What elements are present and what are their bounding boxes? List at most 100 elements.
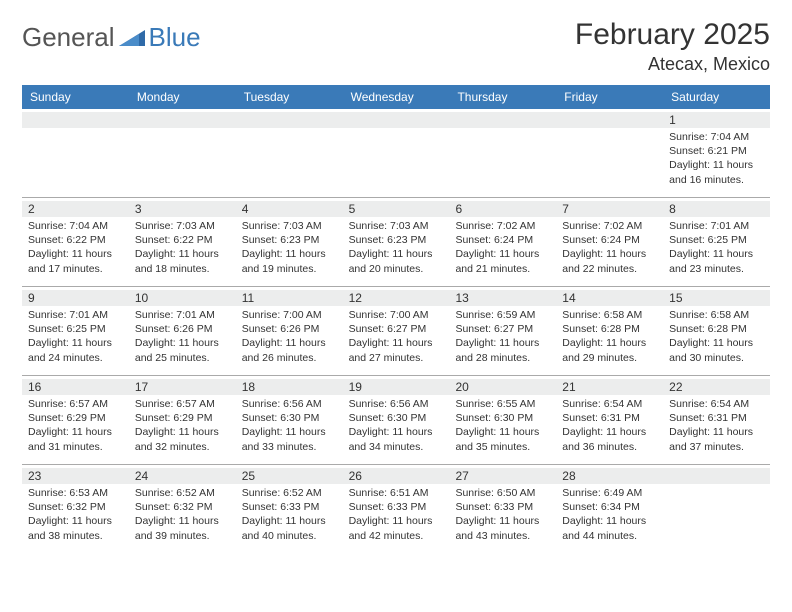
day-info-dl: Daylight: 11 hours and 43 minutes. — [455, 514, 550, 542]
day-info-sr: Sunrise: 7:04 AM — [669, 130, 764, 144]
day-number-row: 18 — [236, 379, 343, 395]
day-info: Sunrise: 6:52 AMSunset: 6:33 PMDaylight:… — [242, 486, 337, 543]
day-info-dl: Daylight: 11 hours and 32 minutes. — [135, 425, 230, 453]
calendar-day — [236, 109, 343, 197]
day-info: Sunrise: 6:54 AMSunset: 6:31 PMDaylight:… — [562, 397, 657, 454]
day-info-ss: Sunset: 6:25 PM — [28, 322, 123, 336]
calendar-week: 16Sunrise: 6:57 AMSunset: 6:29 PMDayligh… — [22, 375, 770, 464]
weekday-header: Monday — [129, 85, 236, 109]
day-info-ss: Sunset: 6:30 PM — [455, 411, 550, 425]
day-info: Sunrise: 7:00 AMSunset: 6:26 PMDaylight:… — [242, 308, 337, 365]
day-number: 25 — [242, 469, 337, 483]
calendar-day: 19Sunrise: 6:56 AMSunset: 6:30 PMDayligh… — [343, 376, 450, 464]
day-info-sr: Sunrise: 7:03 AM — [135, 219, 230, 233]
day-info: Sunrise: 6:55 AMSunset: 6:30 PMDaylight:… — [455, 397, 550, 454]
calendar-day: 18 Sunrise: 6:56 AMSunset: 6:30 PMDayligh… — [236, 376, 343, 464]
day-info-sr: Sunrise: 6:49 AM — [562, 486, 657, 500]
day-number-row — [236, 112, 343, 128]
calendar-week: 2Sunrise: 7:04 AMSunset: 6:22 PMDaylight… — [22, 197, 770, 286]
calendar-day — [556, 109, 663, 197]
day-info-dl: Daylight: 11 hours and 24 minutes. — [28, 336, 123, 364]
calendar-day: 3 Sunrise: 7:03 AMSunset: 6:22 PMDaylight… — [129, 198, 236, 286]
calendar-day: 6Sunrise: 7:02 AMSunset: 6:24 PMDaylight… — [449, 198, 556, 286]
day-number: 9 — [28, 291, 123, 305]
day-info: Sunrise: 6:54 AMSunset: 6:31 PMDaylight:… — [669, 397, 764, 454]
calendar-day: 27Sunrise: 6:50 AMSunset: 6:33 PMDayligh… — [449, 465, 556, 553]
day-info: Sunrise: 6:49 AMSunset: 6:34 PMDaylight:… — [562, 486, 657, 543]
day-info-dl: Daylight: 11 hours and 31 minutes. — [28, 425, 123, 453]
calendar-day: 2 Sunrise: 7:04 AMSunset: 6:22 PMDaylight… — [22, 198, 129, 286]
day-number-row: 23 — [22, 468, 129, 484]
day-info-dl: Daylight: 11 hours and 36 minutes. — [562, 425, 657, 453]
day-info-ss: Sunset: 6:33 PM — [349, 500, 444, 514]
day-info-dl: Daylight: 11 hours and 34 minutes. — [349, 425, 444, 453]
day-info-ss: Sunset: 6:34 PM — [562, 500, 657, 514]
calendar-day — [22, 109, 129, 197]
day-info-ss: Sunset: 6:29 PM — [135, 411, 230, 425]
header: General Blue February 2025 Atecax, Mexic… — [22, 18, 770, 75]
calendar-day: 17Sunrise: 6:57 AMSunset: 6:29 PMDayligh… — [129, 376, 236, 464]
calendar-day: 25 Sunrise: 6:52 AMSunset: 6:33 PMDayligh… — [236, 465, 343, 553]
day-number: 24 — [135, 469, 230, 483]
calendar-grid: Sunday Monday Tuesday Wednesday Thursday… — [22, 85, 770, 553]
day-info-ss: Sunset: 6:33 PM — [455, 500, 550, 514]
day-info-dl: Daylight: 11 hours and 17 minutes. — [28, 247, 123, 275]
day-info-sr: Sunrise: 7:04 AM — [28, 219, 123, 233]
day-number-row — [556, 112, 663, 128]
day-number-row — [343, 112, 450, 128]
calendar-week: 23Sunrise: 6:53 AMSunset: 6:32 PMDayligh… — [22, 464, 770, 553]
calendar-day — [343, 109, 450, 197]
day-info-sr: Sunrise: 7:01 AM — [669, 219, 764, 233]
day-number-row: 21 — [556, 379, 663, 395]
day-info-dl: Daylight: 11 hours and 27 minutes. — [349, 336, 444, 364]
day-info-ss: Sunset: 6:31 PM — [562, 411, 657, 425]
day-info-sr: Sunrise: 7:01 AM — [135, 308, 230, 322]
day-info-ss: Sunset: 6:23 PM — [242, 233, 337, 247]
day-number-row: 2 — [22, 201, 129, 217]
day-number-row: 3 — [129, 201, 236, 217]
day-info-ss: Sunset: 6:23 PM — [349, 233, 444, 247]
day-info-sr: Sunrise: 6:57 AM — [28, 397, 123, 411]
day-info-ss: Sunset: 6:22 PM — [135, 233, 230, 247]
day-info-ss: Sunset: 6:25 PM — [669, 233, 764, 247]
day-info-ss: Sunset: 6:21 PM — [669, 144, 764, 158]
day-info-sr: Sunrise: 6:58 AM — [669, 308, 764, 322]
day-number-row: 28 — [556, 468, 663, 484]
day-number: 15 — [669, 291, 764, 305]
day-number: 11 — [242, 291, 337, 305]
title-block: February 2025 Atecax, Mexico — [575, 18, 770, 75]
day-info-dl: Daylight: 11 hours and 42 minutes. — [349, 514, 444, 542]
day-number-row: 15 — [663, 290, 770, 306]
day-number-row — [449, 112, 556, 128]
day-info: Sunrise: 7:02 AMSunset: 6:24 PMDaylight:… — [562, 219, 657, 276]
day-info: Sunrise: 6:56 AMSunset: 6:30 PMDaylight:… — [242, 397, 337, 454]
calendar-day: 28 Sunrise: 6:49 AMSunset: 6:34 PMDayligh… — [556, 465, 663, 553]
calendar-day: 23Sunrise: 6:53 AMSunset: 6:32 PMDayligh… — [22, 465, 129, 553]
day-info: Sunrise: 6:58 AMSunset: 6:28 PMDaylight:… — [562, 308, 657, 365]
day-number: 17 — [135, 380, 230, 394]
day-info-sr: Sunrise: 7:00 AM — [242, 308, 337, 322]
day-info-ss: Sunset: 6:26 PM — [242, 322, 337, 336]
day-info: Sunrise: 6:50 AMSunset: 6:33 PMDaylight:… — [455, 486, 550, 543]
day-info-sr: Sunrise: 7:03 AM — [349, 219, 444, 233]
day-info-dl: Daylight: 11 hours and 35 minutes. — [455, 425, 550, 453]
day-info-ss: Sunset: 6:30 PM — [242, 411, 337, 425]
day-number-row — [22, 112, 129, 128]
day-info: Sunrise: 6:52 AMSunset: 6:32 PMDaylight:… — [135, 486, 230, 543]
day-info-ss: Sunset: 6:27 PM — [349, 322, 444, 336]
day-info-dl: Daylight: 11 hours and 18 minutes. — [135, 247, 230, 275]
day-info: Sunrise: 7:03 AMSunset: 6:23 PMDaylight:… — [349, 219, 444, 276]
brand-text-general: General — [22, 22, 115, 53]
calendar-day: 21 Sunrise: 6:54 AMSunset: 6:31 PMDayligh… — [556, 376, 663, 464]
weekday-header: Thursday — [449, 85, 556, 109]
day-info-dl: Daylight: 11 hours and 20 minutes. — [349, 247, 444, 275]
calendar-week: 9Sunrise: 7:01 AMSunset: 6:25 PMDaylight… — [22, 286, 770, 375]
calendar-day: 16Sunrise: 6:57 AMSunset: 6:29 PMDayligh… — [22, 376, 129, 464]
day-number: 12 — [349, 291, 444, 305]
day-info-dl: Daylight: 11 hours and 29 minutes. — [562, 336, 657, 364]
day-number-row — [129, 112, 236, 128]
day-number-row: 5 — [343, 201, 450, 217]
day-info: Sunrise: 7:04 AMSunset: 6:22 PMDaylight:… — [28, 219, 123, 276]
day-info-sr: Sunrise: 6:55 AM — [455, 397, 550, 411]
day-info-ss: Sunset: 6:31 PM — [669, 411, 764, 425]
